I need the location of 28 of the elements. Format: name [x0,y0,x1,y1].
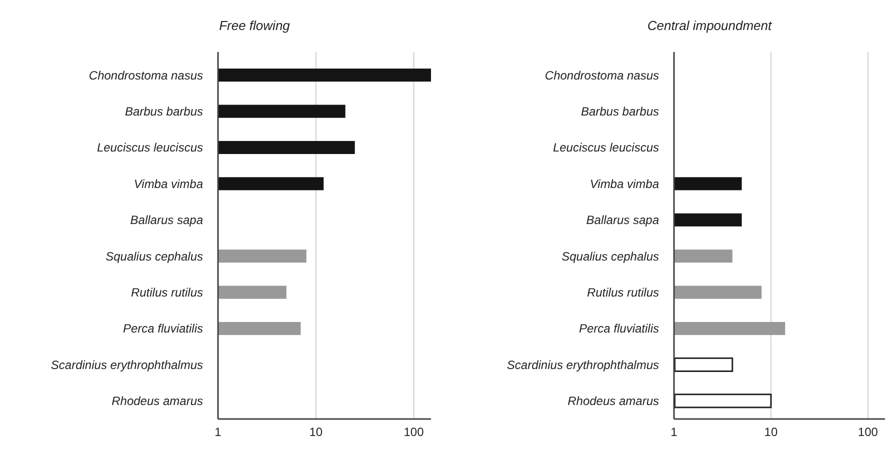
y-tick-label: Rhodeus amarus [112,394,203,408]
chart-title: Central impoundment [647,18,774,33]
x-tick-label: 10 [764,425,778,439]
y-tick-label: Barbus barbus [580,104,659,118]
y-tick-label: Vimba vimba [134,176,204,191]
x-tick-label: 10 [309,425,323,439]
chart-title: Free flowing [219,18,291,33]
y-tick-label: Scardinius erythrophthalmus [50,358,203,372]
y-tick-label: Rutilus rutilus [586,286,659,300]
x-tick-label: 100 [858,425,878,439]
y-tick-label: Ballarus sapa [130,213,204,228]
y-tick-label: Barbus barbus [124,104,203,118]
y-tick-label: Squalius cephalus [562,249,659,264]
x-tick-label: 100 [404,425,424,439]
y-tick-label: Leuciscus leuciscus [96,140,203,155]
y-tick-label: Perca fluviatilis [122,322,203,336]
y-tick-label: Leuciscus leuciscus [552,140,659,155]
y-tick-label: Rhodeus amarus [568,394,659,408]
x-tick-label: 1 [214,425,222,439]
y-tick-label: Rutilus rutilus [130,286,203,300]
y-tick-label: Perca fluviatilis [578,322,659,336]
y-tick-label: Chondrostoma nasus [88,68,203,82]
y-tick-label: Squalius cephalus [106,249,203,264]
x-tick-label: 1 [670,425,678,439]
y-tick-label: Chondrostoma nasus [544,68,659,82]
y-tick-label: Ballarus sapa [586,213,660,228]
y-tick-label: Scardinius erythrophthalmus [506,358,659,372]
y-tick-label: Vimba vimba [590,176,660,191]
